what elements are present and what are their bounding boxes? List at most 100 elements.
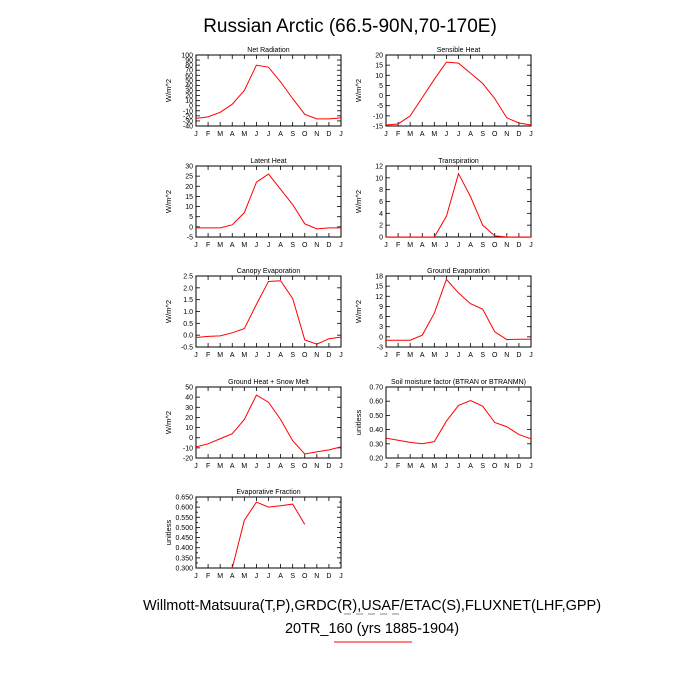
series-line bbox=[196, 173, 341, 230]
y-tick-label: 1.5 bbox=[183, 297, 193, 304]
plot-frame bbox=[195, 165, 342, 238]
x-tick-label: J bbox=[339, 242, 343, 249]
y-tick-label: 20 bbox=[185, 415, 193, 422]
x-tick-label: A bbox=[420, 242, 425, 249]
x-tick-label: M bbox=[217, 463, 223, 470]
x-tick-label: M bbox=[217, 352, 223, 359]
series-line bbox=[196, 64, 341, 120]
x-tick-label: J bbox=[384, 131, 388, 138]
x-tick-label: N bbox=[314, 352, 319, 359]
x-tick-label: J bbox=[457, 352, 461, 359]
x-tick-label: M bbox=[217, 131, 223, 138]
series-line bbox=[386, 399, 531, 445]
x-tick-label: F bbox=[206, 573, 210, 580]
x-tick-label: S bbox=[290, 242, 295, 249]
x-tick-label: J bbox=[267, 463, 271, 470]
x-tick-label: J bbox=[384, 242, 388, 249]
y-tick-label: -40 bbox=[183, 124, 193, 131]
x-tick-label: J bbox=[194, 463, 198, 470]
y-tick-label: 20 bbox=[185, 93, 193, 100]
x-tick-label: J bbox=[255, 131, 259, 138]
y-tick-label: 25 bbox=[185, 174, 193, 181]
y-axis-label: unitless bbox=[354, 410, 363, 436]
y-tick-label: 0.40 bbox=[369, 427, 383, 434]
x-tick-label: F bbox=[206, 463, 210, 470]
y-tick-label: -30 bbox=[183, 118, 193, 125]
x-tick-label: S bbox=[480, 131, 485, 138]
x-tick-label: M bbox=[241, 573, 247, 580]
y-axis-label: W/m^2 bbox=[164, 411, 173, 434]
y-tick-label: 60 bbox=[185, 73, 193, 80]
y-tick-label: 30 bbox=[185, 405, 193, 412]
y-tick-label: 10 bbox=[375, 175, 383, 182]
y-tick-label: 0.70 bbox=[369, 385, 383, 392]
y-tick-label: 15 bbox=[185, 194, 193, 201]
x-tick-label: D bbox=[326, 463, 331, 470]
x-tick-label: S bbox=[480, 463, 485, 470]
y-tick-label: 2.0 bbox=[183, 285, 193, 292]
x-tick-label: J bbox=[339, 352, 343, 359]
x-tick-label: D bbox=[326, 573, 331, 580]
x-tick-label: D bbox=[516, 352, 521, 359]
x-tick-label: J bbox=[529, 131, 533, 138]
x-tick-label: O bbox=[302, 463, 308, 470]
x-tick-label: M bbox=[431, 242, 437, 249]
x-tick-label: O bbox=[492, 242, 498, 249]
y-tick-label: 50 bbox=[185, 385, 193, 392]
y-tick-label: 18 bbox=[375, 274, 383, 281]
y-tick-label: 0.300 bbox=[175, 566, 193, 573]
y-tick-label: -10 bbox=[183, 108, 193, 115]
x-tick-label: F bbox=[206, 131, 210, 138]
x-tick-label: O bbox=[302, 352, 308, 359]
x-tick-label: O bbox=[492, 352, 498, 359]
panel-title: Latent Heat bbox=[250, 158, 286, 165]
x-tick-label: M bbox=[431, 352, 437, 359]
y-tick-label: 0.400 bbox=[175, 545, 193, 552]
y-axis-label: W/m^2 bbox=[354, 300, 363, 323]
x-tick-label: J bbox=[339, 463, 343, 470]
x-tick-label: J bbox=[339, 131, 343, 138]
x-tick-label: A bbox=[278, 352, 283, 359]
panel-grid: Net RadiationW/m^2-40-30-20-100102030405… bbox=[164, 47, 533, 580]
x-tick-label: J bbox=[255, 242, 259, 249]
plot-frame bbox=[385, 275, 532, 348]
x-tick-label: A bbox=[278, 573, 283, 580]
y-tick-label: 10 bbox=[375, 73, 383, 80]
panel-title: Evaporative Fraction bbox=[236, 489, 300, 496]
panel-title: Net Radiation bbox=[247, 47, 290, 54]
x-tick-label: J bbox=[529, 242, 533, 249]
x-tick-label: N bbox=[314, 573, 319, 580]
y-tick-label: 20 bbox=[375, 53, 383, 60]
x-tick-label: F bbox=[396, 242, 400, 249]
x-tick-label: N bbox=[314, 463, 319, 470]
x-tick-label: S bbox=[290, 573, 295, 580]
x-tick-label: N bbox=[504, 242, 509, 249]
plot-frame bbox=[385, 165, 532, 238]
x-tick-label: A bbox=[420, 352, 425, 359]
x-tick-label: J bbox=[255, 573, 259, 580]
y-tick-label: -3 bbox=[377, 345, 383, 352]
x-tick-label: S bbox=[290, 463, 295, 470]
x-tick-label: O bbox=[492, 463, 498, 470]
x-tick-label: M bbox=[241, 131, 247, 138]
x-tick-label: M bbox=[407, 352, 413, 359]
x-tick-label: M bbox=[241, 352, 247, 359]
series-line bbox=[196, 394, 341, 455]
x-tick-label: J bbox=[194, 573, 198, 580]
x-tick-label: J bbox=[457, 242, 461, 249]
y-tick-label: 0 bbox=[189, 435, 193, 442]
y-tick-label: 0.60 bbox=[369, 399, 383, 406]
x-tick-label: O bbox=[302, 242, 308, 249]
y-tick-label: -10 bbox=[183, 445, 193, 452]
y-tick-label: 10 bbox=[185, 425, 193, 432]
y-tick-label: 15 bbox=[375, 63, 383, 70]
x-tick-label: M bbox=[431, 131, 437, 138]
y-tick-label: 10 bbox=[185, 98, 193, 105]
x-tick-label: F bbox=[396, 352, 400, 359]
y-tick-label: 9 bbox=[379, 304, 383, 311]
x-tick-label: S bbox=[480, 242, 485, 249]
x-tick-label: J bbox=[194, 131, 198, 138]
